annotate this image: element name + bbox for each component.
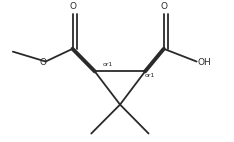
Text: O: O bbox=[40, 58, 47, 67]
Text: OH: OH bbox=[198, 58, 212, 67]
Text: O: O bbox=[160, 2, 167, 11]
Text: or1: or1 bbox=[103, 62, 113, 67]
Text: O: O bbox=[69, 2, 76, 11]
Text: or1: or1 bbox=[144, 73, 155, 78]
